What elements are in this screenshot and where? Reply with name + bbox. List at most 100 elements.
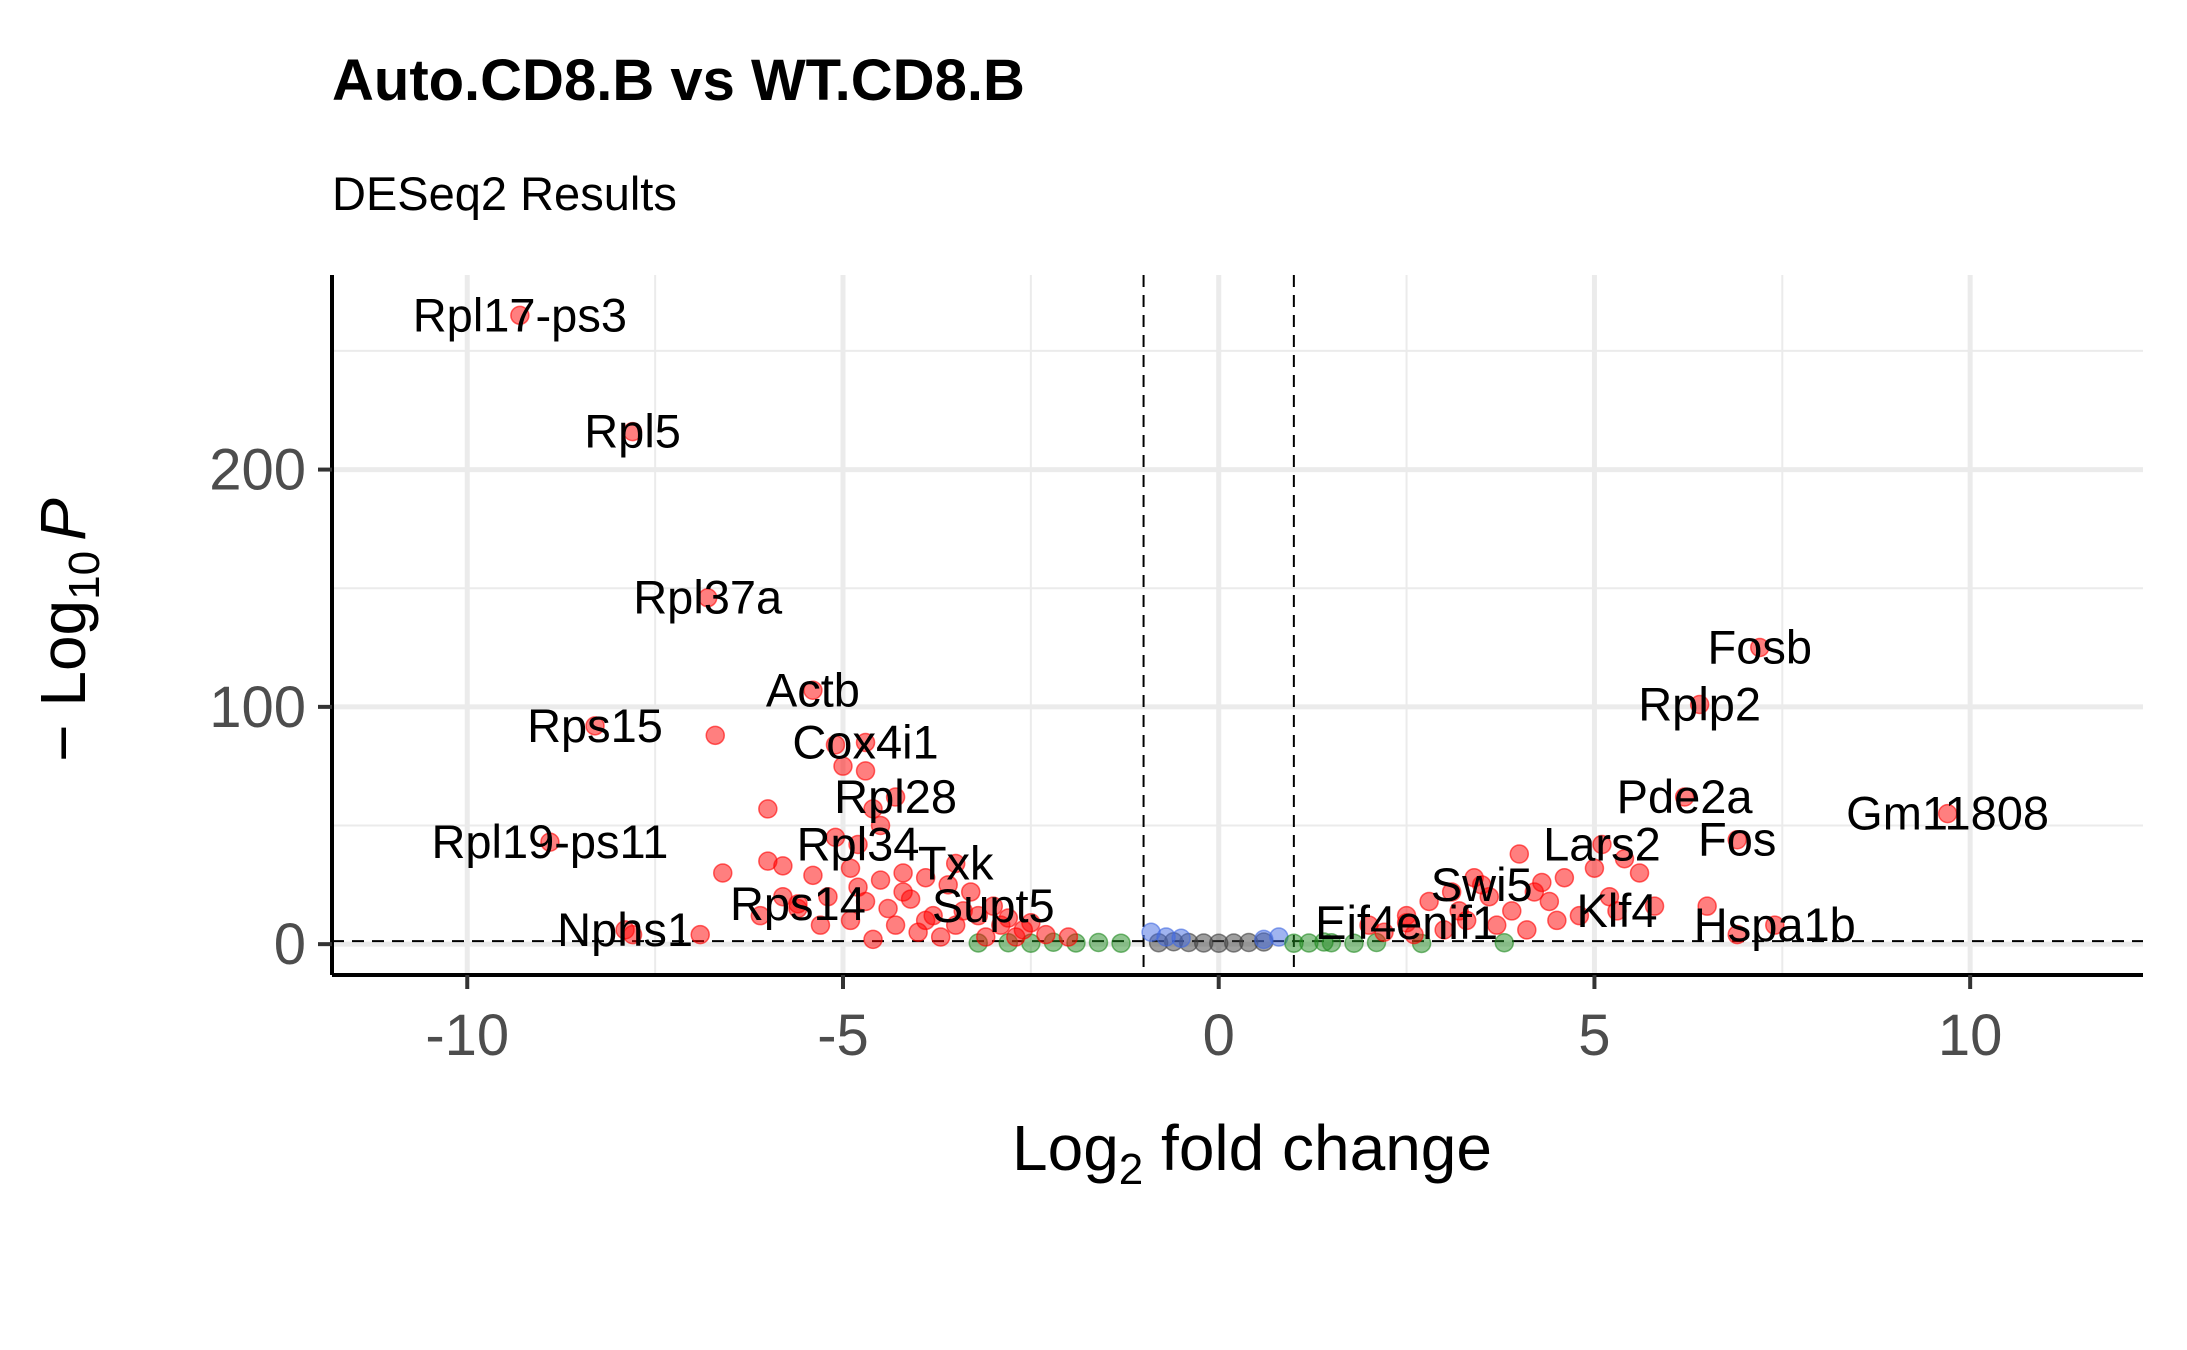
y-tick-label: 200 <box>209 438 306 503</box>
gene-label: Rpl5 <box>584 405 681 458</box>
point-significant <box>1036 924 1056 945</box>
gene-label: Hspa1b <box>1694 898 1856 951</box>
point-significant <box>1359 915 1379 935</box>
point-significant <box>690 924 710 945</box>
gene-label: Rps14 <box>730 877 866 930</box>
gene-label: Swi5 <box>1431 858 1533 911</box>
point-significant <box>833 756 853 776</box>
point-labeled-gene <box>1607 901 1627 921</box>
chart-title: Auto.CD8.B vs WT.CD8.B <box>332 48 1025 113</box>
point-significant <box>803 865 823 886</box>
point-labeled-gene <box>1765 915 1785 935</box>
point-significant <box>1487 915 1507 935</box>
point-significant <box>870 870 891 890</box>
point-labeled-gene <box>1592 834 1612 855</box>
point-significant <box>855 761 876 781</box>
point-significant <box>825 827 846 848</box>
point-significant <box>750 905 771 926</box>
x-tick-label: 0 <box>1203 1003 1235 1068</box>
gene-label: Rpl28 <box>834 770 957 823</box>
point-labeled-gene <box>510 305 530 326</box>
point-significant <box>878 898 898 919</box>
point-significant <box>1697 896 1717 916</box>
point-labeled-gene <box>855 732 876 753</box>
point-labeled-gene <box>983 896 1004 916</box>
point-significant <box>773 856 793 876</box>
gene-label: Rps15 <box>527 699 663 752</box>
point-significant <box>1584 858 1605 878</box>
point-significant <box>1419 891 1439 912</box>
point-significant <box>825 735 846 755</box>
y-axis-title: − Log10 P <box>27 498 109 762</box>
point-significant <box>1517 920 1537 940</box>
data-points <box>510 305 1958 954</box>
gene-label: Rpl19-ps11 <box>431 815 668 868</box>
point-significant <box>915 910 936 931</box>
point-log2fc-only <box>1314 932 1334 952</box>
x-tick-label: 10 <box>1938 1003 2003 1068</box>
gene-label: Supt5 <box>932 879 1055 932</box>
point-significant <box>938 875 958 895</box>
point-significant <box>960 882 981 902</box>
y-axis-title-subscript: 10 <box>60 551 109 600</box>
gene-label: Rpl34 <box>797 817 920 870</box>
y-tick-label: 100 <box>209 675 306 740</box>
point-significant <box>998 908 1019 928</box>
point-labeled-gene <box>1689 694 1710 715</box>
gene-label: Txk <box>918 836 994 889</box>
point-significant <box>840 858 861 878</box>
x-axis-title-main: Log <box>1012 1112 1119 1184</box>
x-tick-label: 5 <box>1578 1003 1610 1068</box>
point-significant <box>893 882 913 902</box>
gene-label: Rpl17-ps3 <box>413 288 627 341</box>
point-significant <box>1441 882 1462 902</box>
point-significant <box>840 910 861 931</box>
point-significant <box>1434 920 1454 940</box>
point-significant <box>1502 901 1522 921</box>
point-significant <box>1509 844 1530 864</box>
point-significant <box>1449 901 1469 921</box>
grid-lines <box>332 275 2143 975</box>
point-significant <box>818 886 838 907</box>
y-tick-label: 0 <box>274 912 306 977</box>
point-labeled-gene <box>697 587 718 608</box>
point-labeled-gene <box>615 920 635 940</box>
point-significant <box>1532 872 1552 893</box>
point-log2fc-only <box>1111 933 1131 953</box>
point-significant <box>1539 891 1560 912</box>
point-labeled-gene <box>803 680 823 701</box>
point-log2fc-only <box>1494 932 1515 953</box>
point-significant <box>930 927 951 947</box>
gene-label: Rpl37a <box>633 571 783 624</box>
point-significant <box>953 901 973 921</box>
point-significant <box>1614 848 1635 869</box>
gene-label: Nphs1 <box>557 903 693 956</box>
point-labeled-gene <box>885 787 906 807</box>
point-significant <box>810 915 831 935</box>
gene-label: Lars2 <box>1543 817 1661 870</box>
point-labeled-gene <box>622 421 643 442</box>
axes <box>318 275 2143 989</box>
gene-label: Gm11808 <box>1846 787 2049 840</box>
point-significant <box>1569 905 1590 926</box>
point-p-only <box>1171 928 1191 948</box>
point-significant <box>870 815 891 836</box>
gene-label: Cox4i1 <box>792 715 938 768</box>
point-significant <box>1629 863 1650 883</box>
point-labeled-gene <box>1937 803 1958 824</box>
gene-label: Rplp2 <box>1638 677 1761 730</box>
point-significant <box>893 863 913 883</box>
point-labeled-gene <box>1674 787 1695 807</box>
point-labeled-gene <box>1727 829 1747 850</box>
point-significant <box>1554 867 1575 888</box>
point-labeled-gene <box>1396 913 1417 933</box>
point-labeled-gene <box>540 832 560 852</box>
point-significant <box>1006 927 1026 947</box>
point-significant <box>1058 927 1079 947</box>
x-axis-title-rest: fold change <box>1143 1112 1492 1184</box>
gene-labels: Rpl17-ps3Rpl5Rpl37aRps15ActbCox4i1Rpl28R… <box>413 288 2049 956</box>
point-labeled-gene <box>848 834 868 855</box>
point-significant <box>863 799 883 819</box>
